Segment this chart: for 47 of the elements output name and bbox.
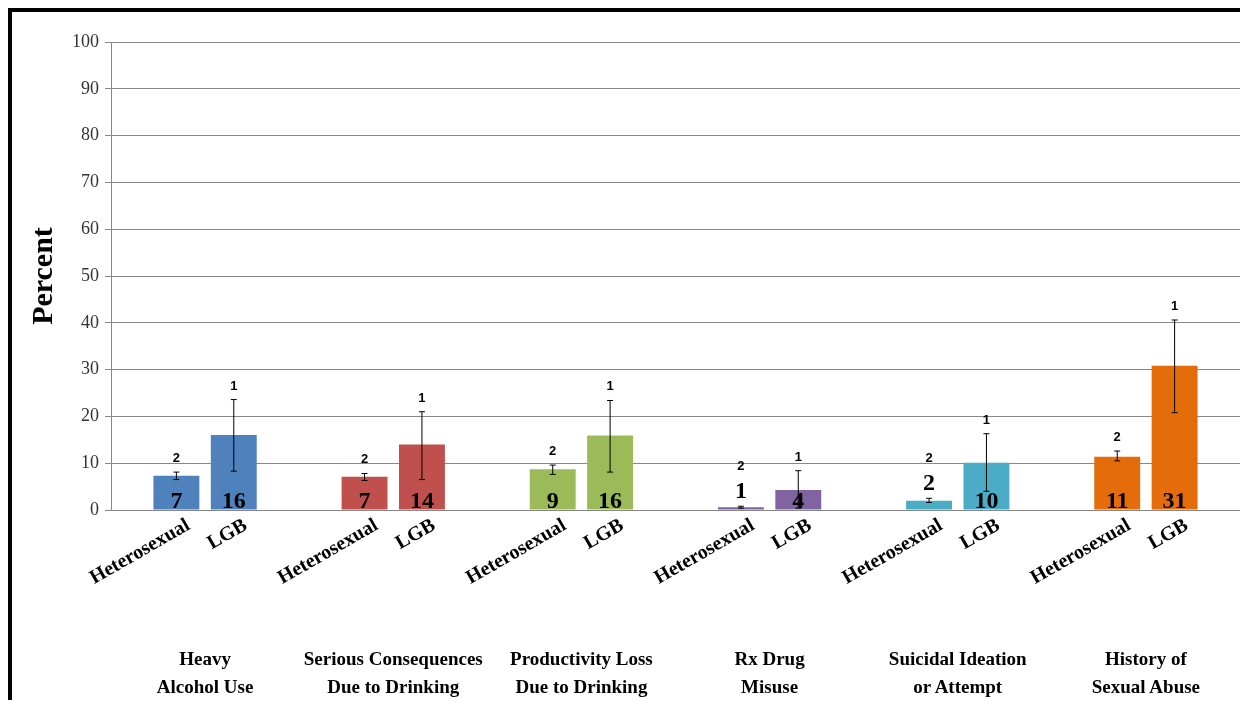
y-tick-label: 70	[81, 171, 99, 192]
data-label: 11	[1105, 487, 1129, 513]
text: LGB	[1143, 512, 1192, 554]
y-tick-label: 50	[81, 264, 99, 285]
x-tick-label: Heavy Alcohol Use	[156, 648, 254, 697]
text: LGB	[767, 512, 815, 554]
y-axis-title: Percent	[24, 227, 58, 325]
y-tick-label: 30	[81, 358, 99, 379]
y-tick-label: 10	[81, 451, 99, 472]
x-tick-label: Serious Consequences Due to Drinking	[303, 648, 483, 697]
data-label: 7	[358, 487, 371, 513]
data-label: 14	[409, 487, 434, 513]
annotation: 2	[737, 458, 745, 474]
x-tick-label: Productivity Loss Due to Drinking	[510, 648, 653, 697]
text: LGB	[202, 512, 251, 554]
annotation: 2	[1113, 429, 1121, 445]
annotation: 1	[794, 448, 802, 464]
annotation: 1	[606, 378, 614, 394]
data-label: 9	[546, 487, 559, 513]
annotation: 2	[925, 450, 933, 466]
y-tick-label: 80	[81, 124, 99, 145]
annotation: 2	[549, 443, 557, 459]
data-label: 16	[221, 487, 246, 513]
annotation: 2	[172, 450, 181, 466]
data-label: 10	[974, 487, 999, 513]
y-tick-label: 60	[81, 217, 99, 238]
y-tick-label: 90	[81, 77, 99, 98]
annotation: 1	[418, 389, 426, 405]
x-tick-label: Rx Drug Misuse	[734, 648, 806, 697]
y-tick-label: 0	[90, 498, 99, 519]
x-tick-label: History of Sexual Abuse	[1091, 648, 1201, 697]
data-label: 16	[598, 487, 623, 513]
annotation: 2	[360, 451, 369, 467]
x-tick-label: Suicidal Ideation or Attempt	[888, 648, 1028, 697]
text: LGB	[955, 512, 1004, 554]
data-label: 7	[170, 487, 183, 513]
annotation: 1	[982, 411, 991, 427]
annotation: 1	[1170, 297, 1179, 313]
data-label: 1	[734, 477, 747, 504]
text: LGB	[390, 512, 439, 554]
data-label: 2	[923, 469, 936, 496]
data-label: 31	[1162, 487, 1187, 513]
annotation: 1	[230, 377, 238, 393]
y-tick-label: 20	[81, 405, 99, 426]
text: LGB	[579, 512, 627, 554]
y-tick-label: 100	[72, 30, 99, 51]
y-tick-label: 40	[81, 311, 99, 332]
